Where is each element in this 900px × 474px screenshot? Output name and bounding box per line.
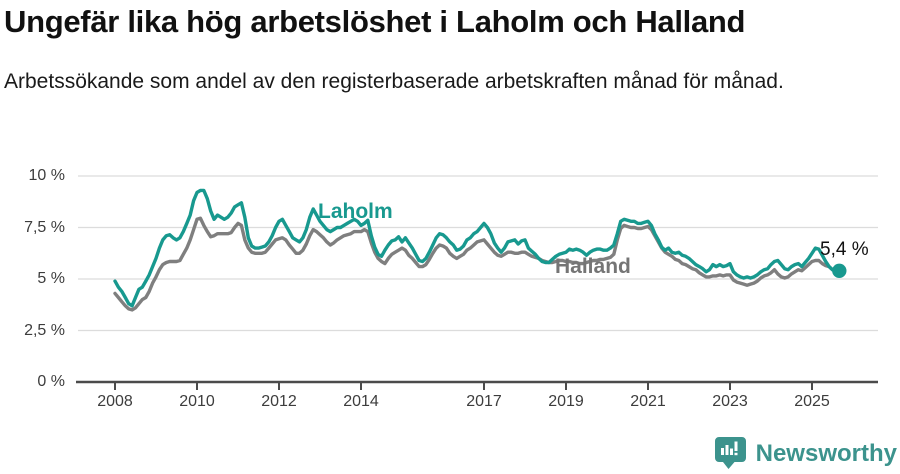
chart-title: Ungefär lika hög arbetslöshet i Laholm o… bbox=[4, 4, 746, 39]
y-tick-label: 0 % bbox=[37, 373, 65, 390]
x-tick-label: 2023 bbox=[712, 393, 748, 410]
endpoint-dot bbox=[832, 263, 847, 278]
x-tick-label: 2021 bbox=[630, 393, 666, 410]
x-tick-label: 2019 bbox=[548, 393, 584, 410]
endpoint-value-label: 5,4 % bbox=[820, 239, 869, 260]
series-line-halland bbox=[113, 216, 841, 312]
series-label-halland: Halland bbox=[555, 255, 631, 278]
y-tick-label: 7,5 % bbox=[24, 218, 65, 236]
newsworthy-logo-icon bbox=[714, 437, 746, 469]
brand-name: Newsworthy bbox=[755, 439, 897, 467]
series-label-laholm: Laholm bbox=[318, 200, 393, 223]
x-tick-label: 2017 bbox=[466, 393, 502, 410]
chart-subtitle: Arbetssökande som andel av den registerb… bbox=[4, 70, 784, 93]
x-tick-label: 2025 bbox=[794, 393, 830, 410]
x-tick-label: 2014 bbox=[343, 393, 379, 410]
y-tick-label: 5 % bbox=[37, 270, 65, 287]
x-tick-label: 2010 bbox=[179, 393, 215, 410]
series-line-laholm bbox=[113, 188, 841, 308]
brand-footer: Newsworthy bbox=[714, 436, 897, 471]
x-tick-label: 2008 bbox=[97, 393, 133, 410]
x-tick-label: 2012 bbox=[261, 393, 297, 410]
y-tick-label: 10 % bbox=[28, 167, 65, 184]
y-tick-label: 2,5 % bbox=[24, 321, 65, 339]
